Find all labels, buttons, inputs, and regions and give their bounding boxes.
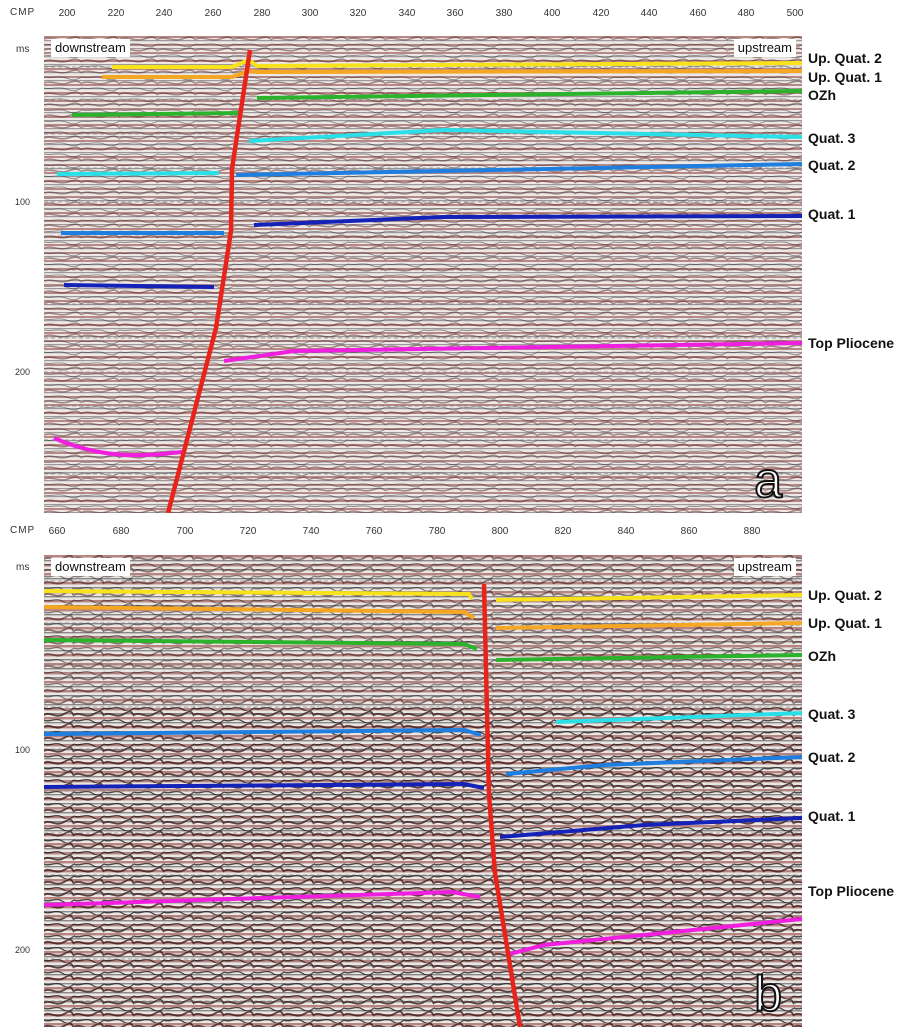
cmp-tick: 400	[543, 8, 561, 19]
cmp-tick: 460	[689, 8, 707, 19]
horizon-top-pliocene	[53, 341, 802, 458]
horizon-label: Top Pliocene	[808, 335, 895, 351]
cmp-tick: 320	[349, 8, 367, 19]
cmp-tick: 780	[428, 526, 446, 537]
horizon-label: Quat. 2	[808, 749, 856, 765]
cmp-tick: 440	[640, 8, 658, 19]
horizon-up-quat-2	[44, 589, 802, 602]
cmp-tick: 760	[365, 526, 383, 537]
seismic-section-a: downstream upstream a	[44, 36, 802, 513]
cmp-tick: 860	[680, 526, 698, 537]
cmp-tick: 500	[786, 8, 804, 19]
horizon-label: OZh	[808, 87, 836, 103]
horizon-quat-1	[44, 781, 802, 839]
cmp-tick: 720	[239, 526, 257, 537]
horizon-label: Quat. 1	[808, 808, 856, 824]
horizon-ozh	[44, 638, 802, 662]
horizon-quat-3	[555, 711, 802, 724]
ms-axis-label: ms	[16, 562, 30, 573]
horizon-label: Top Pliocene	[808, 883, 895, 899]
ms-tick: 100	[15, 197, 31, 207]
horizon-ozh	[71, 89, 802, 117]
ms-tick: 200	[15, 945, 31, 955]
horizon-label: Up. Quat. 2	[808, 50, 882, 66]
horizon-label: Up. Quat. 1	[808, 69, 882, 85]
seismic-image-a	[44, 36, 802, 513]
upstream-label: upstream	[733, 39, 796, 57]
horizon-label: Up. Quat. 2	[808, 587, 882, 603]
horizon-up-quat-1	[44, 605, 802, 630]
horizon-quat-1	[63, 214, 802, 289]
fault-line	[481, 583, 523, 1027]
cmp-tick: 200	[58, 8, 76, 19]
seismic-panel-a: CMP ms 200 220 240 260 280 300 320 340 3…	[0, 0, 919, 513]
cmp-tick: 380	[495, 8, 513, 19]
cmp-tick: 280	[253, 8, 271, 19]
horizon-label: Quat. 2	[808, 157, 856, 173]
horizon-label: Quat. 3	[808, 706, 856, 722]
cmp-tick: 700	[176, 526, 194, 537]
horizon-label: Quat. 3	[808, 130, 856, 146]
cmp-tick: 840	[617, 526, 635, 537]
cmp-axis-label: CMP	[10, 7, 36, 18]
cmp-tick: 800	[491, 526, 509, 537]
horizon-label: OZh	[808, 648, 836, 664]
horizon-quat-2	[61, 162, 802, 235]
downstream-label: downstream	[51, 558, 130, 576]
seismic-image-b	[44, 555, 802, 1027]
panel-letter-a: a	[753, 452, 783, 508]
cmp-tick: 820	[554, 526, 572, 537]
cmp-tick: 420	[592, 8, 610, 19]
cmp-tick: 740	[302, 526, 320, 537]
cmp-tick: 240	[155, 8, 173, 19]
cmp-tick: 660	[48, 526, 66, 537]
cmp-tick: 360	[446, 8, 464, 19]
upstream-label: upstream	[733, 558, 796, 576]
horizon-top-pliocene	[44, 889, 802, 957]
downstream-label: downstream	[51, 39, 130, 57]
seismic-section-b: downstream upstream b	[44, 555, 802, 1027]
cmp-tick: 680	[112, 526, 130, 537]
horizon-label: Up. Quat. 1	[808, 615, 882, 631]
ms-tick: 200	[15, 367, 31, 377]
cmp-tick: 480	[737, 8, 755, 19]
ms-axis-label: ms	[16, 44, 30, 55]
cmp-axis-label: CMP	[10, 525, 36, 536]
cmp-tick: 340	[398, 8, 416, 19]
horizon-quat-2	[44, 727, 802, 776]
fault-line	[165, 49, 253, 513]
panel-letter-b: b	[753, 966, 783, 1022]
cmp-tick: 260	[204, 8, 222, 19]
ms-tick: 100	[15, 745, 31, 755]
horizon-quat-3	[56, 127, 802, 176]
cmp-tick: 300	[301, 8, 319, 19]
cmp-tick: 880	[743, 526, 761, 537]
cmp-tick: 220	[107, 8, 125, 19]
seismic-panel-b: CMP ms 660 680 700 720 740 760 780 800 8…	[0, 518, 919, 1027]
horizon-label: Quat. 1	[808, 206, 856, 222]
